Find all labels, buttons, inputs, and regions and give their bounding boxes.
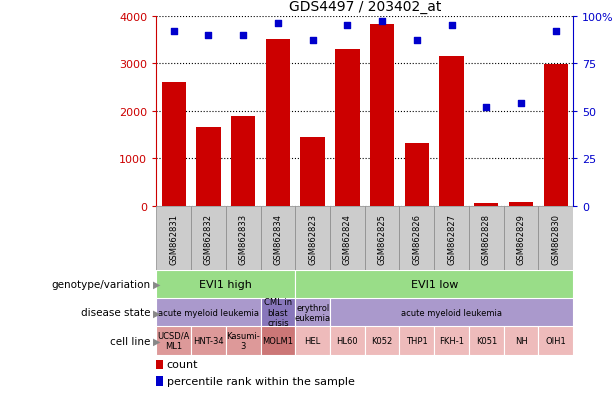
Text: GSM862823: GSM862823 [308, 213, 317, 264]
Bar [504, 206, 538, 271]
Text: GSM862830: GSM862830 [551, 213, 560, 264]
Text: erythrol
eukemia: erythrol eukemia [295, 303, 330, 322]
Bar [538, 206, 573, 271]
Text: GSM862827: GSM862827 [447, 213, 456, 264]
Text: NH: NH [515, 336, 527, 345]
Bar [156, 360, 163, 370]
Bar [231, 116, 255, 206]
Text: HL60: HL60 [337, 336, 358, 345]
Bar [509, 203, 533, 206]
Bar [365, 206, 400, 271]
Bar [405, 144, 429, 206]
Text: Kasumi-
3: Kasumi- 3 [226, 331, 260, 350]
Bar [538, 327, 573, 355]
Bar [226, 206, 261, 271]
Bar [474, 204, 498, 206]
Bar [261, 206, 295, 271]
Point [412, 38, 422, 45]
Bar [434, 327, 469, 355]
Point [551, 28, 561, 35]
Bar [504, 327, 538, 355]
Text: ▶: ▶ [153, 336, 161, 346]
Text: GSM862834: GSM862834 [273, 213, 283, 264]
Bar [162, 83, 186, 206]
Text: acute myeloid leukemia: acute myeloid leukemia [158, 308, 259, 317]
Text: ▶: ▶ [153, 280, 161, 290]
Bar [544, 65, 568, 206]
Bar [469, 206, 504, 271]
Bar [469, 327, 504, 355]
Point [481, 104, 491, 111]
Bar [196, 128, 221, 206]
Text: K052: K052 [371, 336, 393, 345]
Point [343, 23, 352, 29]
Bar [191, 327, 226, 355]
Bar [434, 206, 469, 271]
Text: MOLM1: MOLM1 [262, 336, 294, 345]
Text: UCSD/A
ML1: UCSD/A ML1 [158, 331, 190, 350]
Text: EVI1 high: EVI1 high [199, 280, 252, 290]
Bar [400, 327, 434, 355]
Text: GSM862826: GSM862826 [413, 213, 421, 264]
Text: genotype/variation: genotype/variation [51, 280, 150, 290]
Text: CML in
blast
crisis: CML in blast crisis [264, 298, 292, 328]
Bar [330, 327, 365, 355]
Text: acute myeloid leukemia: acute myeloid leukemia [401, 308, 502, 317]
Point [169, 28, 178, 35]
Bar [226, 327, 261, 355]
Point [238, 32, 248, 39]
Text: disease state: disease state [81, 308, 150, 318]
Bar [266, 40, 290, 206]
Text: GSM862824: GSM862824 [343, 213, 352, 264]
Bar [156, 376, 163, 386]
Text: cell line: cell line [110, 336, 150, 346]
Bar [261, 327, 295, 355]
Bar [370, 25, 394, 206]
Bar [156, 299, 261, 327]
Bar [365, 327, 400, 355]
Bar [156, 271, 295, 299]
Point [447, 23, 457, 29]
Bar [440, 57, 463, 206]
Bar [156, 327, 191, 355]
Text: GSM862833: GSM862833 [238, 213, 248, 264]
Text: FKH-1: FKH-1 [439, 336, 464, 345]
Point [516, 101, 526, 107]
Text: ▶: ▶ [153, 308, 161, 318]
Text: percentile rank within the sample: percentile rank within the sample [167, 376, 355, 386]
Bar [330, 206, 365, 271]
Text: OIH1: OIH1 [546, 336, 566, 345]
Text: EVI1 low: EVI1 low [411, 280, 458, 290]
Bar [335, 50, 360, 206]
Text: HEL: HEL [305, 336, 321, 345]
Point [204, 32, 213, 39]
Text: count: count [167, 360, 199, 370]
Text: THP1: THP1 [406, 336, 428, 345]
Text: GSM862831: GSM862831 [169, 213, 178, 264]
Bar [191, 206, 226, 271]
Bar [295, 271, 573, 299]
Bar [330, 299, 573, 327]
Bar [295, 327, 330, 355]
Point [377, 19, 387, 26]
Point [273, 21, 283, 27]
Text: GSM862828: GSM862828 [482, 213, 491, 264]
Bar [300, 138, 325, 206]
Point [308, 38, 318, 45]
Bar [400, 206, 434, 271]
Text: HNT-34: HNT-34 [193, 336, 224, 345]
Bar [156, 206, 191, 271]
Text: GSM862825: GSM862825 [378, 213, 387, 264]
Bar [295, 206, 330, 271]
Text: GSM862829: GSM862829 [517, 213, 525, 264]
Bar [261, 299, 295, 327]
Title: GDS4497 / 203402_at: GDS4497 / 203402_at [289, 0, 441, 14]
Bar [295, 299, 330, 327]
Text: GSM862832: GSM862832 [204, 213, 213, 264]
Text: K051: K051 [476, 336, 497, 345]
